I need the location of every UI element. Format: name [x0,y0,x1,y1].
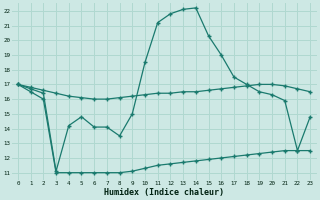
X-axis label: Humidex (Indice chaleur): Humidex (Indice chaleur) [104,188,224,197]
